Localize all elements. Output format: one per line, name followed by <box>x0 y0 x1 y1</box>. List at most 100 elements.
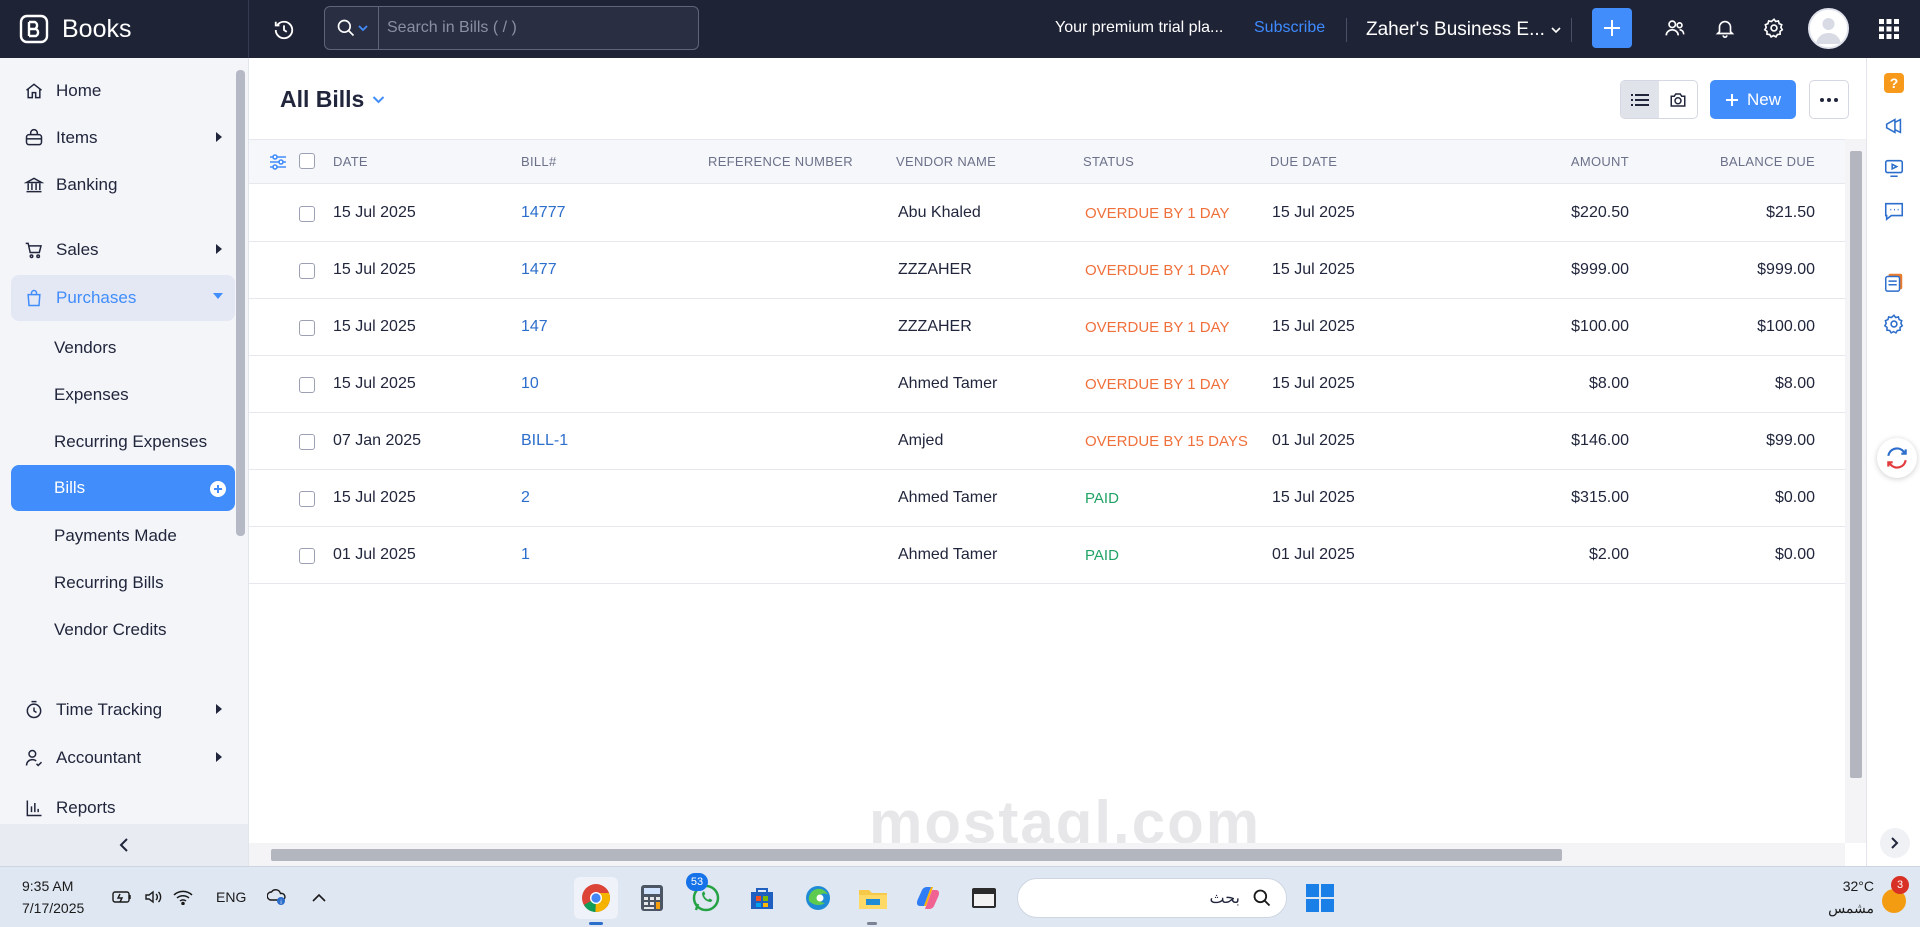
scrollbar-thumb[interactable] <box>1850 151 1862 778</box>
cell-bill-number[interactable]: 147 <box>521 318 548 335</box>
search-filter-button[interactable] <box>325 7 379 49</box>
table-row[interactable]: 15 Jul 2025 14777 Abu Khaled OVERDUE BY 1 D… <box>249 185 1845 242</box>
taskbar-app-edge[interactable] <box>796 877 840 919</box>
weather-temperature[interactable]: 32°C <box>1842 878 1874 894</box>
sidebar-item-purchases[interactable]: Purchases <box>11 275 235 321</box>
column-header-date[interactable]: DATE <box>333 154 368 169</box>
column-settings-icon[interactable] <box>269 154 287 170</box>
column-header-due-date[interactable]: DUE DATE <box>1270 154 1338 169</box>
sidebar-item-bills[interactable]: Bills <box>11 465 235 511</box>
chevron-up-icon[interactable] <box>308 887 330 907</box>
sidebar-item-banking[interactable]: Banking <box>11 162 235 208</box>
settings-button[interactable] <box>1759 13 1789 43</box>
announcements-button[interactable] <box>1881 113 1907 139</box>
sidebar-item-reports[interactable]: Reports <box>11 785 235 831</box>
taskbar-app-file-explorer[interactable] <box>851 877 895 919</box>
row-checkbox[interactable] <box>299 377 315 393</box>
view-selector[interactable]: All Bills <box>280 86 385 113</box>
row-checkbox[interactable] <box>299 206 315 222</box>
column-header-bill-number[interactable]: BILL# <box>521 154 557 169</box>
column-header-vendor-name[interactable]: VENDOR NAME <box>896 154 997 169</box>
feedback-button[interactable] <box>1881 198 1907 224</box>
notes-button[interactable] <box>1881 269 1907 295</box>
row-checkbox[interactable] <box>299 263 315 279</box>
organization-switcher[interactable]: Zaher's Business E... <box>1366 19 1561 41</box>
taskbar-search[interactable]: بحث <box>1017 878 1287 918</box>
battery-icon[interactable] <box>110 887 134 907</box>
taskbar-app-chrome[interactable] <box>574 877 618 919</box>
app-logo[interactable]: Books <box>18 12 131 46</box>
column-header-amount[interactable]: AMOUNT <box>1570 154 1629 169</box>
table-row[interactable]: 15 Jul 2025 2 Ahmed Tamer PAID 15 Jul 2025 $3… <box>249 470 1845 527</box>
select-all-checkbox[interactable] <box>299 153 315 169</box>
quick-create-button[interactable] <box>1592 8 1632 48</box>
clock-date[interactable]: 7/17/2025 <box>22 900 85 916</box>
sidebar-item-home[interactable]: Home <box>11 68 235 114</box>
cell-bill-number[interactable]: BILL-1 <box>521 432 569 449</box>
table-horizontal-scrollbar[interactable] <box>249 843 1845 866</box>
search-bar[interactable] <box>324 6 699 50</box>
expand-rail-button[interactable] <box>1880 828 1910 858</box>
sidebar-item-items[interactable]: Items <box>11 115 235 161</box>
table-row[interactable]: 15 Jul 2025 147 ZZZAHER OVERDUE BY 1 DAY 15 … <box>249 299 1845 356</box>
wifi-icon[interactable] <box>172 887 194 907</box>
cell-bill-number[interactable]: 14777 <box>521 204 566 221</box>
weather-description[interactable]: مشمس <box>1828 900 1874 916</box>
recent-history-button[interactable] <box>270 16 298 44</box>
sidebar-item-recurring-bills[interactable]: Recurring Bills <box>54 573 164 592</box>
collapse-sidebar-button[interactable] <box>0 824 248 866</box>
language-indicator[interactable]: ENG <box>216 889 247 905</box>
list-view-button[interactable] <box>1621 81 1659 118</box>
taskbar-app-terminal[interactable] <box>962 877 1006 919</box>
row-checkbox[interactable] <box>299 548 315 564</box>
videos-button[interactable] <box>1881 155 1907 181</box>
table-row[interactable]: 01 Jul 2025 1 Ahmed Tamer PAID 01 Jul 2025 $2… <box>249 527 1845 584</box>
volume-icon[interactable] <box>142 887 164 907</box>
notifications-button[interactable] <box>1710 13 1740 43</box>
avatar[interactable] <box>1808 8 1849 49</box>
cell-bill-number[interactable]: 1 <box>521 546 530 563</box>
taskbar-app-whatsapp[interactable]: 53 <box>684 873 728 919</box>
sync-assistant-button[interactable] <box>1877 438 1917 478</box>
cell-bill-number[interactable]: 1477 <box>521 261 557 278</box>
sidebar-item-vendors[interactable]: Vendors <box>54 338 117 357</box>
start-button[interactable] <box>1298 877 1342 919</box>
row-checkbox[interactable] <box>299 434 315 450</box>
taskbar-app-copilot[interactable] <box>906 877 950 919</box>
scan-bill-button[interactable] <box>1659 81 1697 118</box>
sidebar-item-vendor-credits[interactable]: Vendor Credits <box>54 620 167 639</box>
column-header-status[interactable]: STATUS <box>1083 154 1135 169</box>
preferences-button[interactable] <box>1881 311 1907 337</box>
onedrive-status-icon[interactable]: i <box>266 887 288 907</box>
sidebar-item-recurring-expenses[interactable]: Recurring Expenses <box>54 432 208 451</box>
column-header-balance-due[interactable]: BALANCE DUE <box>1719 154 1815 169</box>
add-bill-icon[interactable] <box>209 480 227 498</box>
subscribe-link[interactable]: Subscribe <box>1254 19 1326 36</box>
help-button[interactable]: ? <box>1881 70 1907 96</box>
table-row[interactable]: 07 Jan 2025 BILL-1 Amjed OVERDUE BY 15 DAYS… <box>249 413 1845 470</box>
sidebar-item-sales[interactable]: Sales <box>11 227 235 273</box>
column-header-reference-number[interactable]: REFERENCE NUMBER <box>708 154 853 169</box>
table-row[interactable]: 15 Jul 2025 1477 ZZZAHER OVERDUE BY 1 DAY 15… <box>249 242 1845 299</box>
sidebar-item-payments-made[interactable]: Payments Made <box>54 526 177 545</box>
table-row[interactable]: 15 Jul 2025 10 Ahmed Tamer OVERDUE BY 1 DAY… <box>249 356 1845 413</box>
cart-icon <box>23 239 45 261</box>
scrollbar-thumb[interactable] <box>271 849 1562 861</box>
new-bill-button[interactable]: New <box>1710 80 1796 119</box>
table-vertical-scrollbar[interactable] <box>1845 139 1866 843</box>
sidebar-scrollbar[interactable] <box>236 70 245 536</box>
cell-bill-number[interactable]: 2 <box>521 489 530 506</box>
row-checkbox[interactable] <box>299 491 315 507</box>
clock-time[interactable]: 9:35 AM <box>22 878 74 894</box>
sidebar-item-time-tracking[interactable]: Time Tracking <box>11 687 235 733</box>
taskbar-app-calculator[interactable] <box>630 877 674 919</box>
taskbar-app-store[interactable] <box>740 877 784 919</box>
cell-bill-number[interactable]: 10 <box>521 375 539 392</box>
row-checkbox[interactable] <box>299 320 315 336</box>
search-input[interactable] <box>379 7 698 49</box>
sidebar-item-accountant[interactable]: Accountant <box>11 735 235 781</box>
app-launcher-button[interactable] <box>1874 14 1904 44</box>
users-button[interactable] <box>1660 13 1690 43</box>
sidebar-item-expenses[interactable]: Expenses <box>54 385 129 404</box>
more-actions-button[interactable] <box>1809 80 1849 119</box>
